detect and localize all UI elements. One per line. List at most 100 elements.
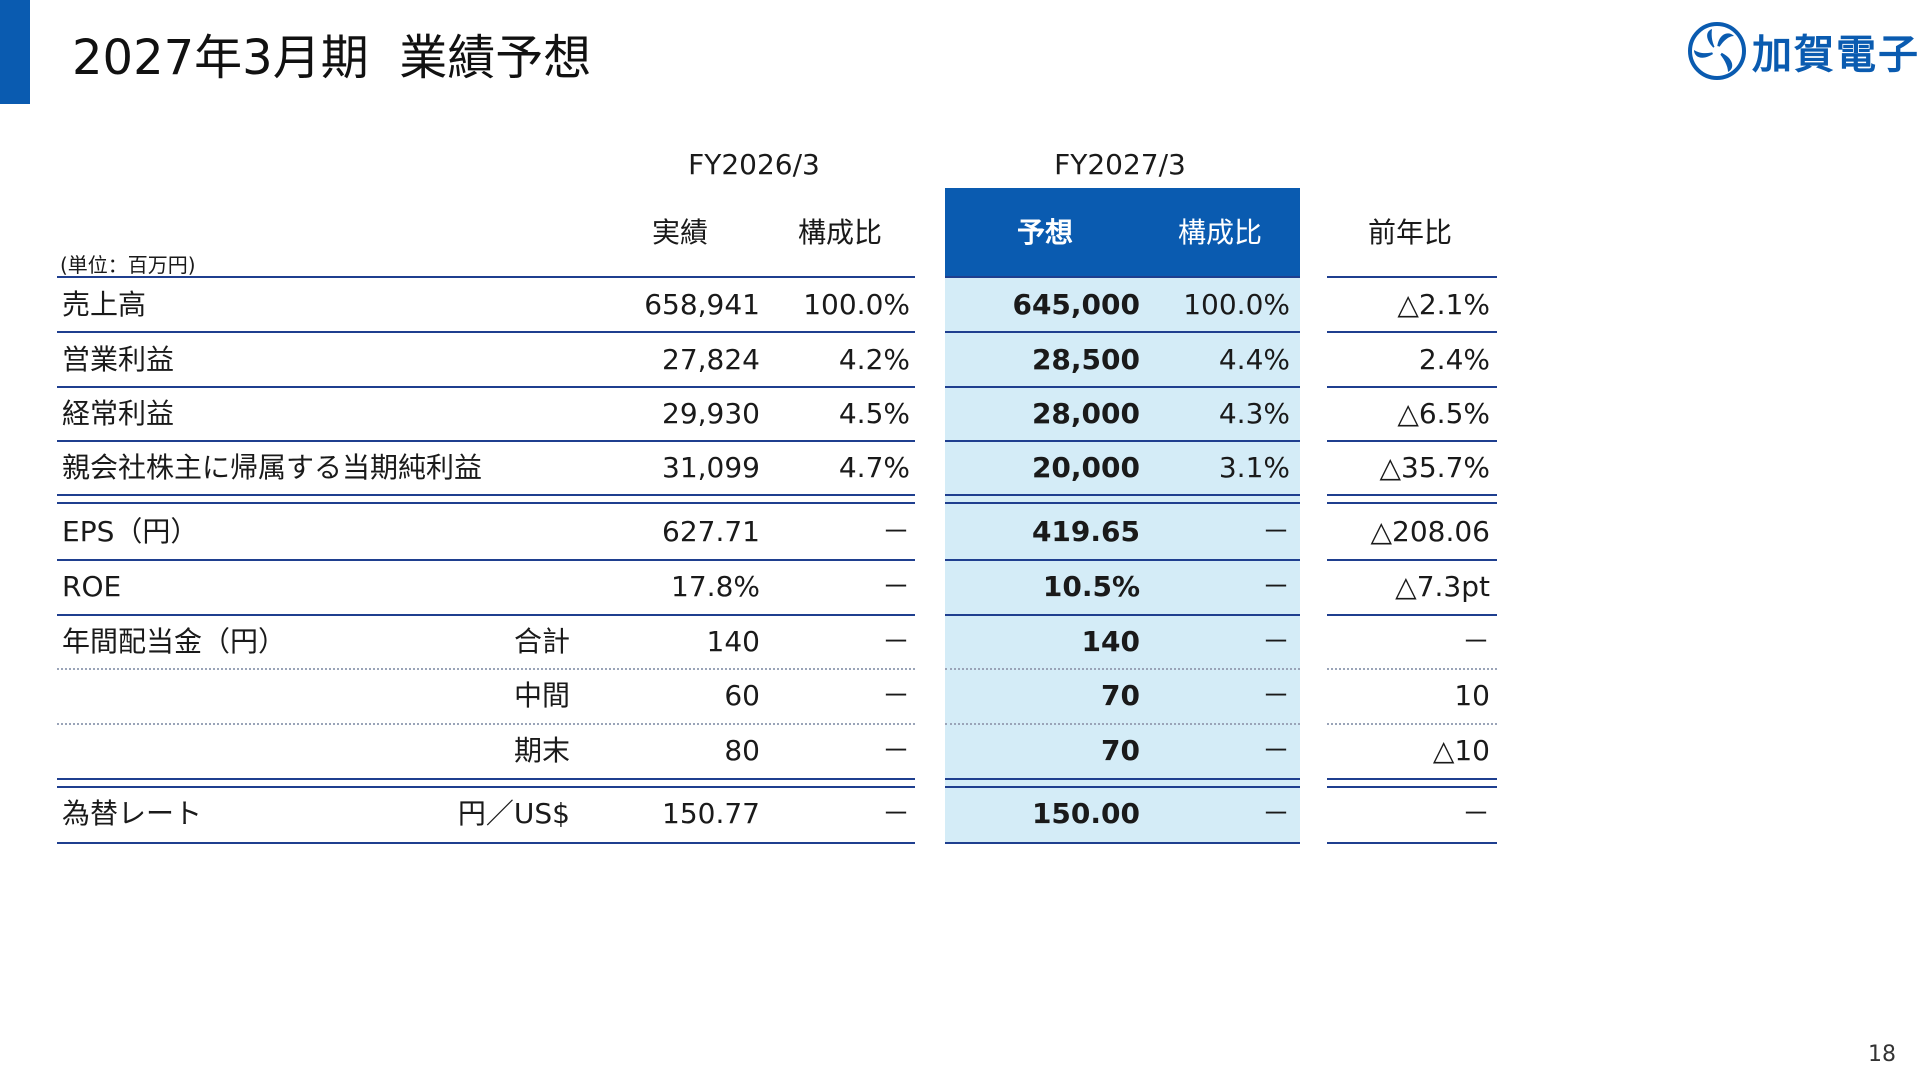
cell-forecast-ratio: 4.4% <box>1218 343 1290 376</box>
cell-actual: 27,824 <box>662 343 760 376</box>
col-header-actual: 実績 <box>651 216 708 249</box>
cell-actual: 140 <box>706 625 760 658</box>
logo-text: 加賀電子 <box>1752 32 1920 78</box>
row-rule <box>945 502 1300 504</box>
cell-actual-ratio: － <box>881 625 910 658</box>
cell-actual-ratio: － <box>881 515 910 548</box>
row-rule <box>1327 440 1497 442</box>
cell-actual-ratio: － <box>881 734 910 767</box>
row-rule <box>57 494 915 496</box>
forecast-column-highlight <box>945 188 1300 844</box>
cell-forecast-ratio: － <box>1261 570 1290 603</box>
cell-yoy: － <box>1461 625 1490 658</box>
row-sub-label: 合計 <box>513 625 570 658</box>
cell-forecast: 140 <box>1081 625 1140 658</box>
cell-actual-ratio: 4.2% <box>838 343 910 376</box>
row-rule <box>945 842 1300 844</box>
cell-forecast-ratio: － <box>1261 797 1290 830</box>
row-label: 親会社株主に帰属する当期純利益 <box>62 451 483 484</box>
dotted-rule <box>1327 723 1497 725</box>
row-rule <box>1327 842 1497 844</box>
cell-forecast: 28,500 <box>1031 343 1140 376</box>
cell-forecast: 70 <box>1101 734 1140 767</box>
cell-actual: 627.71 <box>662 515 760 548</box>
cell-actual-ratio: － <box>881 797 910 830</box>
row-label: 営業利益 <box>62 343 175 376</box>
cell-actual-ratio: － <box>881 679 910 712</box>
row-rule <box>1327 276 1497 278</box>
row-rule <box>57 276 915 278</box>
row-rule <box>945 386 1300 388</box>
logo-mark-icon <box>1688 22 1746 80</box>
col-header-yoy: 前年比 <box>1367 216 1452 249</box>
row-sub-label: 期末 <box>513 734 570 767</box>
cell-forecast: 150.00 <box>1031 797 1140 830</box>
page-title: 2027年3月期 業績予想 <box>72 30 592 86</box>
row-label: ROE <box>62 570 122 603</box>
row-rule <box>57 842 915 844</box>
page-number: 18 <box>1868 1042 1896 1067</box>
row-rule <box>1327 494 1497 496</box>
row-rule <box>945 276 1300 278</box>
cell-forecast: 419.65 <box>1031 515 1140 548</box>
row-label: 為替レート <box>62 797 203 830</box>
cell-yoy: － <box>1461 797 1490 830</box>
row-label: EPS（円） <box>62 515 199 548</box>
cell-forecast: 28,000 <box>1031 397 1140 430</box>
cell-yoy: △6.5% <box>1397 397 1490 430</box>
cell-yoy: 10 <box>1454 679 1490 712</box>
row-rule <box>1327 614 1497 616</box>
cell-forecast: 20,000 <box>1031 451 1140 484</box>
dotted-rule <box>945 668 1300 670</box>
cell-actual-ratio: － <box>881 570 910 603</box>
cell-forecast-ratio: 3.1% <box>1218 451 1290 484</box>
row-sub-label: 円／US$ <box>457 797 570 830</box>
dotted-rule <box>57 668 915 670</box>
cell-actual: 29,930 <box>662 397 760 430</box>
row-rule <box>57 786 915 788</box>
row-rule <box>945 331 1300 333</box>
company-logo: 加賀電子 <box>1688 22 1920 80</box>
cell-actual-ratio: 4.5% <box>838 397 910 430</box>
cell-forecast-ratio: － <box>1261 734 1290 767</box>
row-rule <box>945 440 1300 442</box>
forecast-header-highlight <box>945 188 1300 276</box>
row-rule <box>945 614 1300 616</box>
dotted-rule <box>57 723 915 725</box>
row-rule <box>57 386 915 388</box>
cell-forecast-ratio: 100.0% <box>1183 288 1290 321</box>
row-rule <box>945 778 1300 780</box>
cell-forecast: 645,000 <box>1012 288 1140 321</box>
row-label: 売上高 <box>62 288 147 321</box>
row-rule <box>1327 502 1497 504</box>
row-rule <box>57 440 915 442</box>
cell-yoy: △7.3pt <box>1395 570 1490 603</box>
cell-forecast-ratio: － <box>1261 625 1290 658</box>
row-rule <box>1327 386 1497 388</box>
cell-forecast: 70 <box>1101 679 1140 712</box>
cell-forecast: 10.5% <box>1042 570 1140 603</box>
row-rule <box>57 778 915 780</box>
cell-forecast-ratio: － <box>1261 515 1290 548</box>
dotted-rule <box>1327 668 1497 670</box>
row-rule <box>57 559 915 561</box>
row-sub-label: 中間 <box>513 679 570 712</box>
row-rule <box>945 494 1300 496</box>
col-header-forecast: 予想 <box>1016 216 1073 249</box>
row-rule <box>1327 778 1497 780</box>
row-rule <box>945 559 1300 561</box>
cell-forecast-ratio: 4.3% <box>1218 397 1290 430</box>
cell-actual: 150.77 <box>662 797 760 830</box>
row-rule <box>1327 331 1497 333</box>
cell-actual-ratio: 100.0% <box>803 288 910 321</box>
cell-yoy: △35.7% <box>1379 451 1490 484</box>
row-rule <box>57 331 915 333</box>
cell-actual: 31,099 <box>662 451 760 484</box>
row-rule <box>57 502 915 504</box>
cell-actual: 60 <box>724 679 760 712</box>
period-actual: FY2026/3 <box>688 148 820 181</box>
dotted-rule <box>945 723 1300 725</box>
cell-yoy: △10 <box>1432 734 1490 767</box>
cell-actual: 17.8% <box>671 570 760 603</box>
